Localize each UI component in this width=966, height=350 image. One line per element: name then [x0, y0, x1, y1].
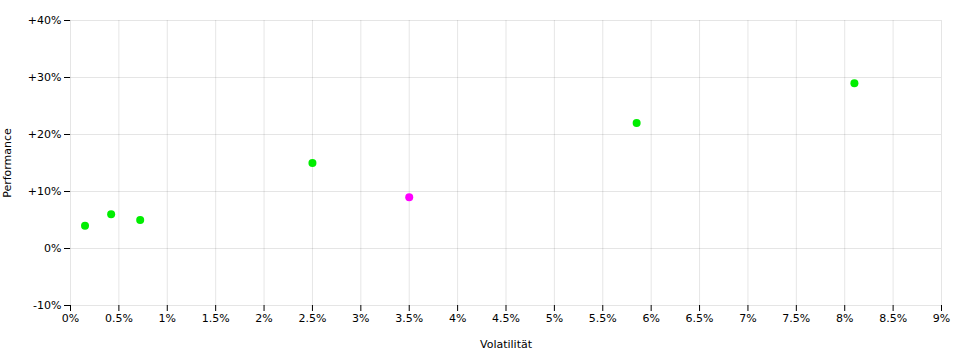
svg-text:5.5%: 5.5%: [589, 312, 617, 325]
svg-text:6.5%: 6.5%: [686, 312, 714, 325]
svg-text:2%: 2%: [255, 312, 272, 325]
svg-text:Performance: Performance: [1, 128, 14, 198]
svg-text:-10%: -10%: [33, 299, 61, 312]
svg-text:1.5%: 1.5%: [202, 312, 230, 325]
svg-text:1%: 1%: [159, 312, 176, 325]
svg-text:Volatilität: Volatilität: [480, 338, 533, 350]
svg-text:5%: 5%: [546, 312, 563, 325]
svg-text:+40%: +40%: [28, 14, 62, 27]
svg-text:+30%: +30%: [28, 71, 62, 84]
svg-text:4.5%: 4.5%: [492, 312, 520, 325]
svg-text:7.5%: 7.5%: [782, 312, 810, 325]
svg-text:9%: 9%: [933, 312, 950, 325]
svg-text:3.5%: 3.5%: [395, 312, 423, 325]
svg-text:3%: 3%: [352, 312, 369, 325]
svg-text:+10%: +10%: [28, 185, 62, 198]
svg-text:2.5%: 2.5%: [298, 312, 326, 325]
svg-text:8.5%: 8.5%: [879, 312, 907, 325]
svg-text:6%: 6%: [642, 312, 659, 325]
svg-text:0%: 0%: [62, 312, 79, 325]
svg-text:0%: 0%: [44, 242, 61, 255]
svg-text:0.5%: 0.5%: [105, 312, 133, 325]
svg-text:4%: 4%: [449, 312, 466, 325]
svg-text:+20%: +20%: [28, 128, 62, 141]
svg-text:7%: 7%: [739, 312, 756, 325]
svg-text:8%: 8%: [836, 312, 853, 325]
